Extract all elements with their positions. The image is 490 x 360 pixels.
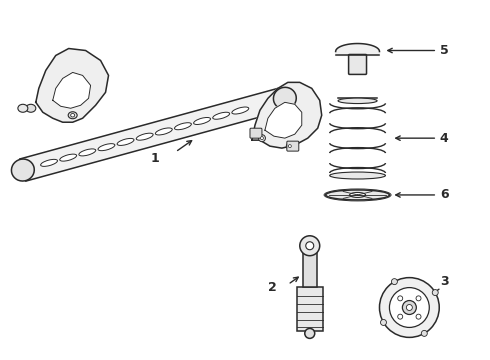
Text: 6: 6 (440, 188, 448, 202)
Ellipse shape (26, 104, 36, 112)
Circle shape (416, 314, 421, 319)
Ellipse shape (79, 149, 96, 156)
FancyBboxPatch shape (348, 54, 367, 75)
Circle shape (390, 288, 429, 328)
Ellipse shape (155, 128, 172, 135)
Ellipse shape (258, 135, 266, 141)
Circle shape (421, 330, 427, 336)
Circle shape (416, 296, 421, 301)
Polygon shape (252, 82, 322, 148)
Text: 4: 4 (440, 132, 449, 145)
Circle shape (406, 305, 413, 310)
Circle shape (381, 319, 387, 325)
Ellipse shape (213, 112, 230, 119)
Text: 1: 1 (151, 152, 160, 165)
Circle shape (300, 236, 319, 256)
Circle shape (402, 301, 416, 315)
Ellipse shape (232, 107, 249, 114)
Ellipse shape (273, 87, 296, 109)
Circle shape (432, 289, 438, 296)
Circle shape (392, 279, 397, 285)
Ellipse shape (330, 172, 386, 179)
Circle shape (305, 328, 315, 338)
Ellipse shape (261, 137, 264, 140)
Ellipse shape (18, 104, 28, 112)
Ellipse shape (174, 123, 192, 130)
Ellipse shape (41, 159, 57, 166)
Ellipse shape (326, 190, 390, 200)
Ellipse shape (194, 117, 211, 125)
Ellipse shape (117, 138, 134, 145)
Circle shape (398, 314, 403, 319)
Circle shape (379, 278, 439, 337)
Circle shape (306, 242, 314, 250)
Circle shape (398, 296, 403, 301)
Text: 5: 5 (440, 44, 449, 57)
Ellipse shape (11, 159, 34, 181)
Ellipse shape (136, 133, 153, 140)
Polygon shape (20, 87, 288, 181)
Polygon shape (53, 72, 91, 108)
Polygon shape (36, 49, 108, 122)
Text: 3: 3 (440, 275, 448, 288)
Polygon shape (336, 44, 379, 55)
Ellipse shape (98, 144, 115, 151)
FancyBboxPatch shape (297, 288, 323, 332)
Ellipse shape (71, 113, 74, 117)
Ellipse shape (338, 98, 377, 104)
Ellipse shape (60, 154, 76, 161)
FancyBboxPatch shape (250, 128, 262, 138)
Ellipse shape (68, 112, 77, 119)
Text: 2: 2 (268, 281, 276, 294)
FancyBboxPatch shape (287, 141, 299, 151)
Ellipse shape (288, 145, 292, 148)
Polygon shape (265, 102, 302, 138)
Ellipse shape (349, 193, 366, 197)
FancyBboxPatch shape (303, 250, 317, 288)
Ellipse shape (286, 143, 294, 150)
